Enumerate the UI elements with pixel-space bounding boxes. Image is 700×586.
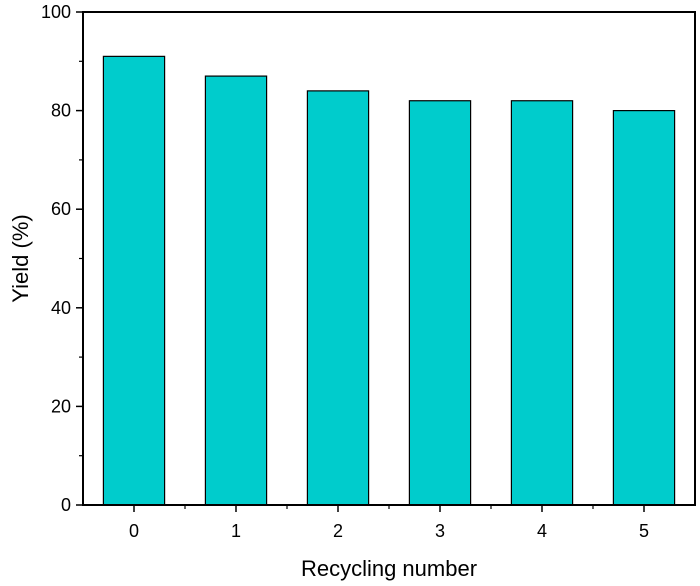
x-tick-label-5: 5	[639, 521, 649, 541]
y-tick-label-100: 100	[41, 2, 71, 22]
x-tick-label-3: 3	[435, 521, 445, 541]
x-tick-label-2: 2	[333, 521, 343, 541]
x-tick-label-4: 4	[537, 521, 547, 541]
bar-1	[204, 75, 268, 506]
bar-5	[612, 109, 676, 506]
bars-group	[102, 55, 676, 506]
y-axis-title: Yield (%)	[8, 214, 33, 302]
bar-2	[306, 90, 370, 506]
y-tick-label-60: 60	[51, 199, 71, 219]
plot-frame	[82, 11, 696, 506]
x-ticks-group: 0 1 2 3 4 5	[129, 505, 649, 541]
bar-0	[102, 55, 166, 506]
y-tick-label-0: 0	[61, 495, 71, 515]
x-tick-label-0: 0	[129, 521, 139, 541]
x-axis-title: Recycling number	[301, 556, 477, 581]
bar-4	[510, 100, 574, 506]
y-ticks-group: 0 20 40 60 80 100	[41, 2, 83, 515]
y-tick-label-20: 20	[51, 396, 71, 416]
x-tick-label-1: 1	[231, 521, 241, 541]
y-tick-label-80: 80	[51, 101, 71, 121]
bar-3	[408, 100, 472, 506]
y-tick-label-40: 40	[51, 298, 71, 318]
